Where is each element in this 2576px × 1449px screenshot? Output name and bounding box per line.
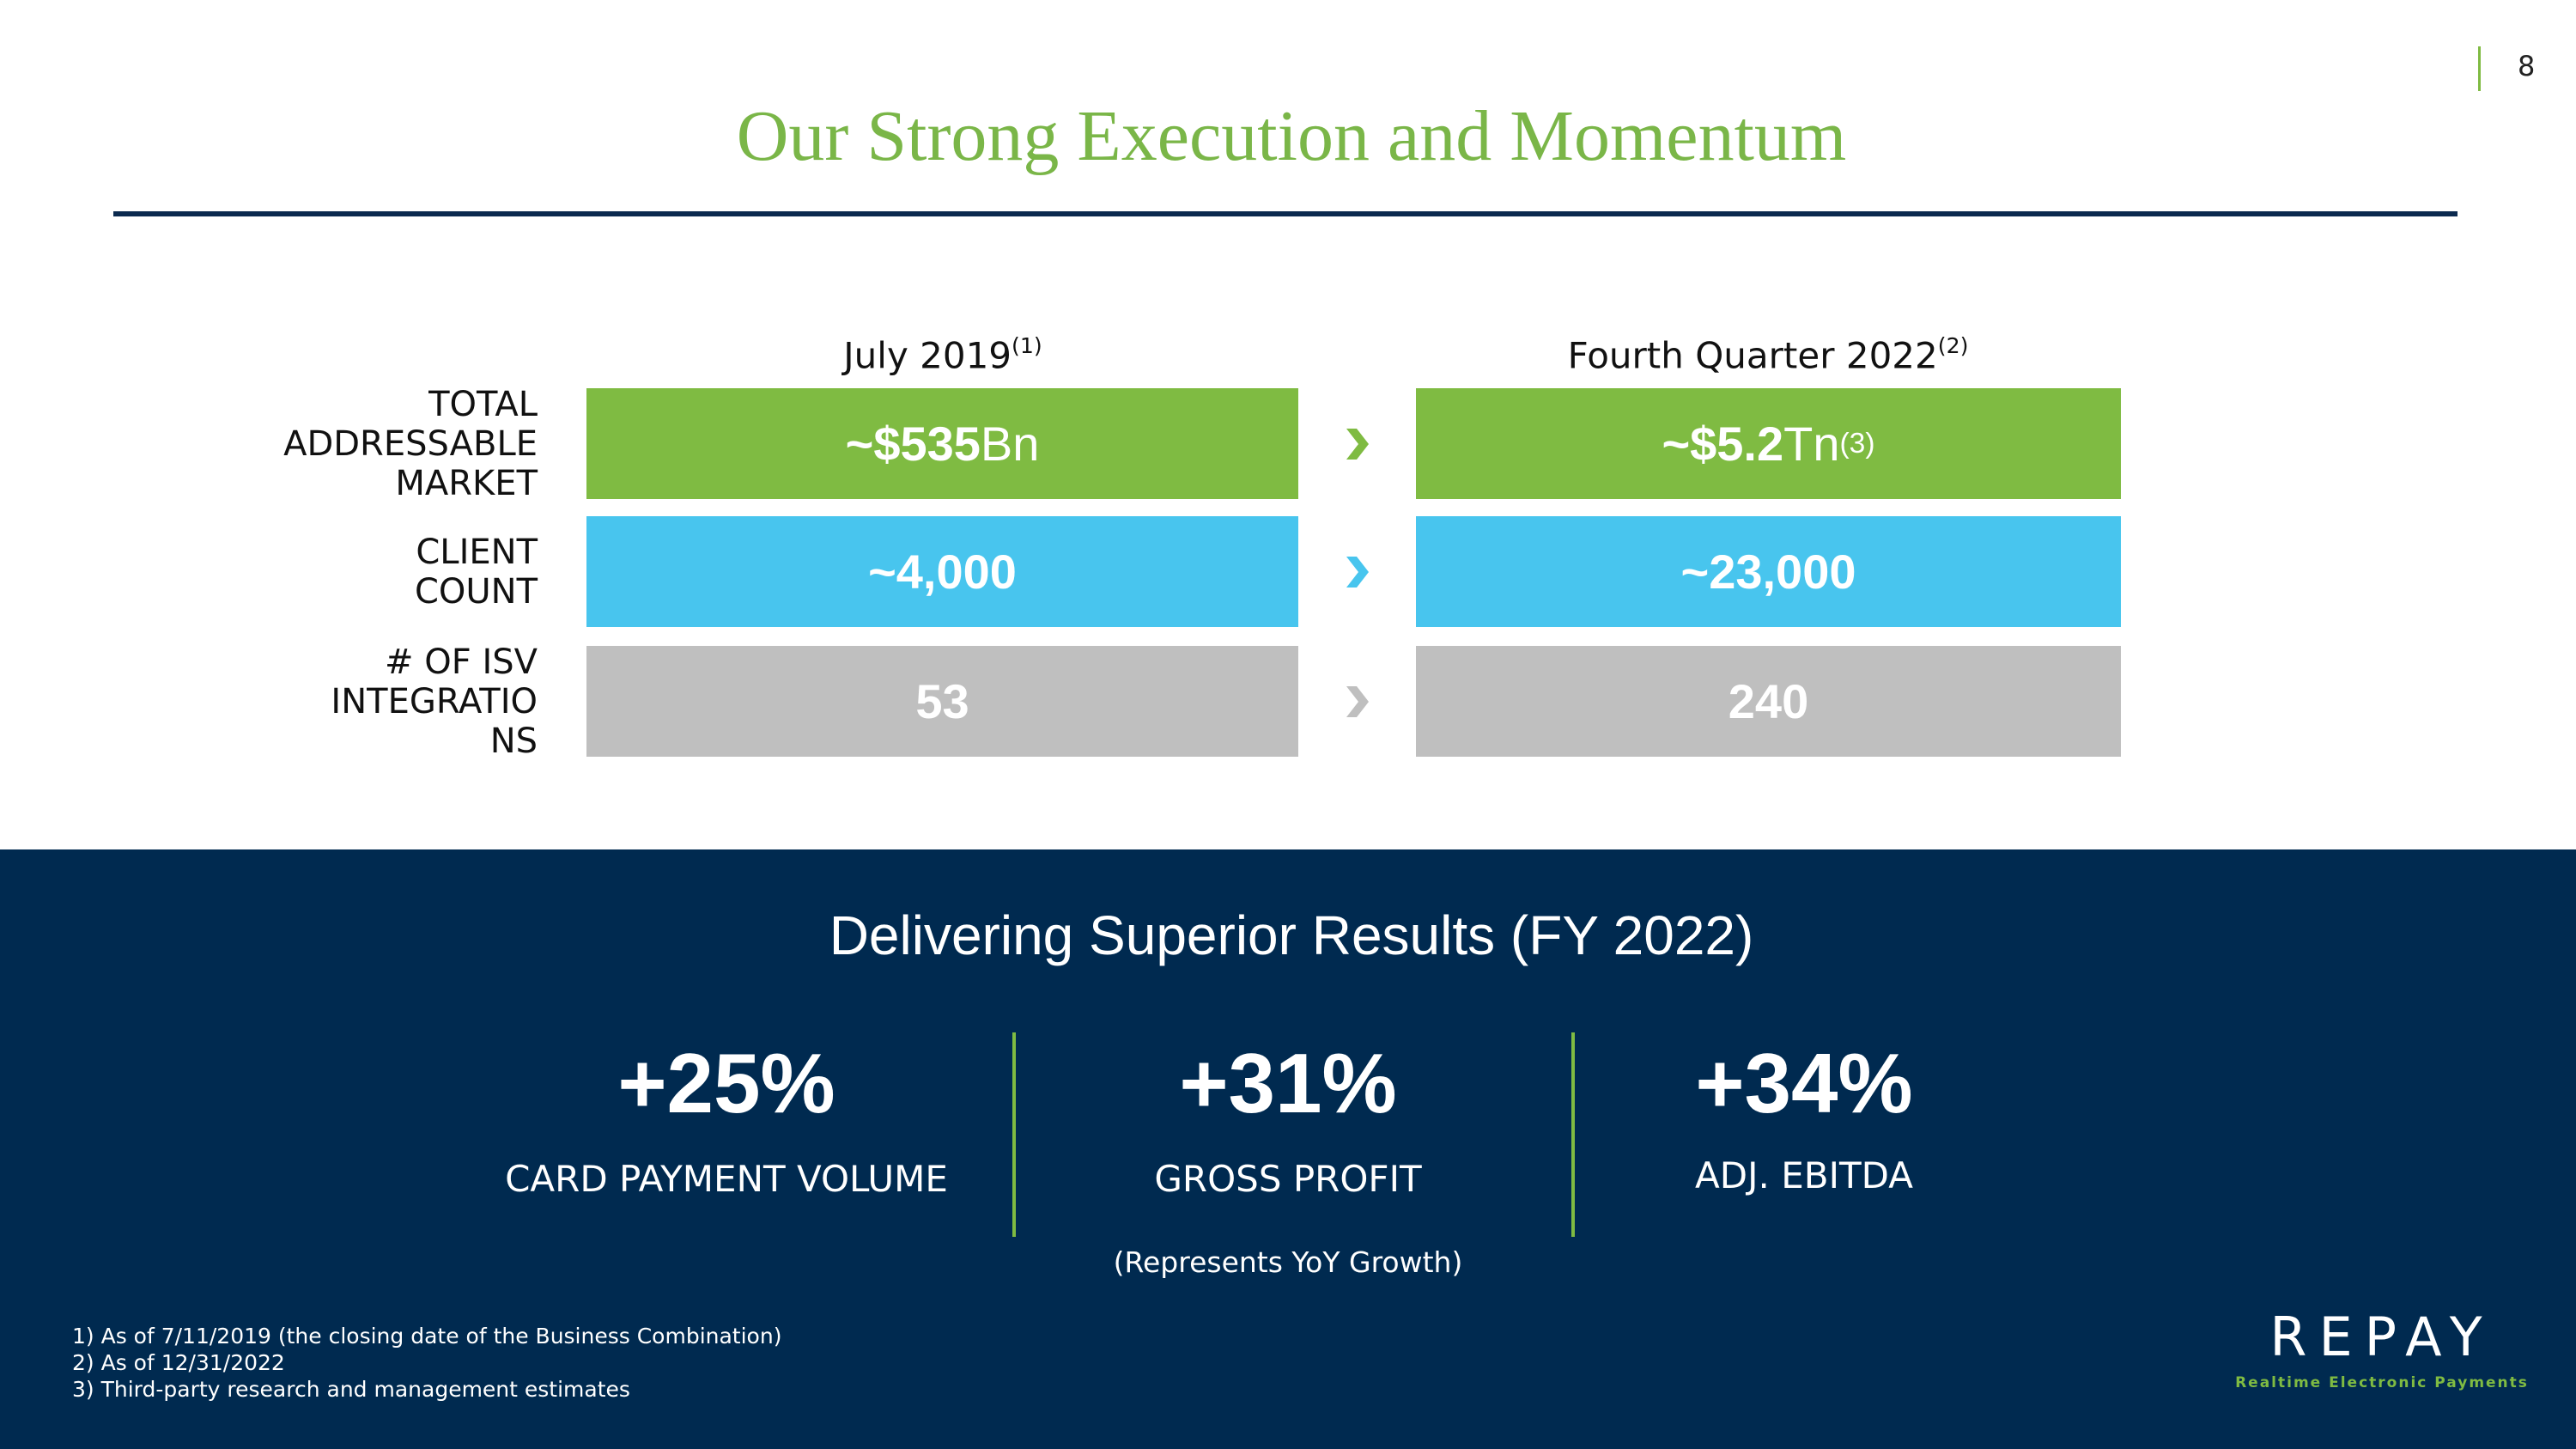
footnote: 1) As of 7/11/2019 (the closing date of … [72, 1324, 782, 1349]
footnote: 3) Third-party research and management e… [72, 1377, 630, 1402]
arrow [1346, 685, 1369, 717]
row-label-line: # OF ISV [385, 642, 538, 682]
row-label-line: NS [489, 721, 538, 761]
column-header-sup: (1) [1012, 333, 1042, 358]
value-bold: ~$5.2 [1662, 417, 1784, 471]
value-sup: (3) [1839, 427, 1875, 460]
value-box: ~23,000 [1416, 516, 2121, 627]
column-header: July 2019(1) [843, 333, 1042, 377]
arrow-shape [1346, 556, 1369, 588]
row-label: TOTAL ADDRESSABLE MARKET [283, 385, 538, 503]
logo: REPAY [2269, 1306, 2494, 1368]
row-label-line: COUNT [414, 571, 538, 612]
value-bold: 240 [1728, 674, 1809, 728]
row-label-line: INTEGRATIO [331, 681, 538, 721]
logo-tagline: Realtime Electronic Payments [2235, 1374, 2529, 1391]
title: Our Strong Execution and Momentum [736, 96, 1847, 176]
metric-label: GROSS PROFIT [1154, 1158, 1422, 1200]
results-note: (Represents YoY Growth) [1113, 1245, 1463, 1279]
metric-label: CARD PAYMENT VOLUME [505, 1158, 948, 1200]
footnote: 2) As of 12/31/2022 [72, 1350, 285, 1375]
row-label: CLIENT COUNT [415, 533, 538, 612]
divider [1012, 1032, 1016, 1237]
value-box: ~$5.2 Tn (3) [1416, 388, 2121, 499]
row-label-line: TOTAL [428, 384, 538, 424]
row-label-line: ADDRESSABLE [283, 423, 538, 464]
page-divider [2478, 46, 2481, 91]
row-label-line: MARKET [395, 463, 538, 503]
divider [1571, 1032, 1575, 1237]
value-bold: 53 [915, 674, 969, 728]
column-header: Fourth Quarter 2022(2) [1568, 333, 1969, 377]
metric-value: +25% [617, 1036, 835, 1130]
value-box: ~4,000 [586, 516, 1298, 627]
value-box: ~$535 Bn [586, 388, 1298, 499]
value-unit: Tn [1783, 417, 1840, 471]
title-rule [113, 211, 2458, 216]
value-box: 240 [1416, 646, 2121, 757]
page-number: 8 [2518, 50, 2536, 82]
arrow [1346, 428, 1369, 460]
column-header-sup: (2) [1937, 333, 1969, 358]
metric-value: +34% [1695, 1036, 1913, 1130]
value-bold: ~4,000 [868, 545, 1017, 599]
row-label: # OF ISV INTEGRATIO NS [331, 642, 538, 761]
value-bold: ~$535 [845, 417, 981, 471]
value-bold: ~23,000 [1680, 545, 1856, 599]
value-box: 53 [586, 646, 1298, 757]
metric-value: +31% [1179, 1036, 1397, 1130]
arrow-shape [1346, 428, 1369, 460]
column-header-text: Fourth Quarter 2022 [1567, 334, 1938, 377]
column-header-text: July 2019 [843, 334, 1012, 377]
value-unit: Bn [980, 417, 1040, 471]
results-panel [0, 849, 2576, 1449]
metric-label: ADJ. EBITDA [1695, 1154, 1913, 1196]
row-label-line: CLIENT [416, 532, 538, 572]
results-heading: Delivering Superior Results (FY 2022) [829, 904, 1754, 966]
arrow [1346, 556, 1369, 588]
arrow-shape [1346, 685, 1369, 717]
